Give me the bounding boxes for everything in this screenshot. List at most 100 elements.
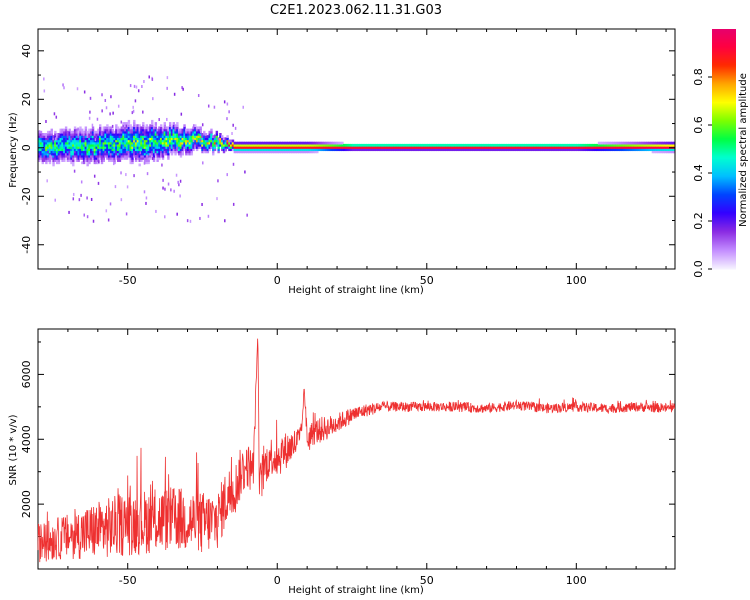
- spectrogram-cell: [39, 152, 43, 156]
- spectrogram-cell: [443, 146, 446, 149]
- colorbar-segment: [712, 253, 736, 256]
- colorbar-segment: [712, 157, 736, 160]
- spectrogram-cell: [72, 163, 75, 167]
- spectrogram-cell: [133, 133, 136, 136]
- spectrogram-cell: [222, 148, 226, 152]
- spectrogram-cell: [312, 143, 315, 147]
- spectrogram-cell: [102, 148, 105, 152]
- spectrogram-cell: [188, 141, 192, 145]
- spectrogram-cell: [228, 141, 231, 145]
- spectrogram-cell: [204, 133, 208, 136]
- spectrogram-cell: [57, 161, 61, 165]
- spectrogram-cell: [140, 126, 143, 130]
- colorbar-segment: [712, 57, 736, 60]
- spectrogram-cell: [249, 148, 253, 152]
- spectrogram-cell: [143, 135, 147, 138]
- snr-x-axis-label: Height of straight line (km): [288, 585, 424, 596]
- spectrogram-cell: [127, 133, 131, 136]
- spectrogram-cell: [666, 148, 669, 152]
- spectrogram-cell: [129, 157, 132, 160]
- spectrogram-cell: [86, 157, 89, 160]
- spectrogram-cell: [55, 135, 59, 138]
- spectrogram-cell: [217, 179, 219, 183]
- spectrogram-cell: [186, 146, 190, 149]
- spectrogram-cell: [125, 124, 129, 128]
- spectrogram-cell: [43, 135, 46, 138]
- spectrogram-cell: [122, 139, 125, 143]
- spectrogram-cell: [522, 148, 525, 152]
- spectrogram-cell: [99, 135, 102, 138]
- spectrogram-cell: [253, 148, 256, 152]
- spectrogram-cell: [316, 150, 319, 154]
- spectrogram-cell: [669, 141, 673, 145]
- spectrogram-cell: [50, 141, 53, 145]
- spectrogram-cell: [143, 152, 147, 156]
- spectrogram-cell: [90, 137, 93, 141]
- spectrogram-cell: [104, 130, 107, 134]
- spectrogram-cell: [143, 128, 147, 132]
- spectrogram-cell: [225, 148, 227, 152]
- spectrogram-cell: [111, 130, 114, 134]
- spectrogram-cell: [199, 216, 201, 220]
- spectrogram-cell: [43, 133, 46, 136]
- spectrogram-cell: [59, 143, 62, 147]
- spectrogram-cell: [95, 133, 98, 136]
- spectrogram-cell: [328, 148, 332, 152]
- spectrogram-cell: [77, 150, 80, 154]
- spectrogram-cell: [481, 146, 484, 149]
- spectrogram-cell: [147, 135, 150, 138]
- spectrogram-cell: [136, 146, 140, 149]
- spectrogram-cell: [619, 143, 622, 147]
- spectrogram-cell: [208, 146, 211, 149]
- spectrogram-cell: [79, 135, 82, 138]
- spectrogram-cell: [402, 146, 405, 149]
- spectrogram-cell: [84, 141, 88, 145]
- spectrogram-cell: [644, 148, 647, 152]
- spectrogram-cell: [99, 152, 102, 156]
- spectrogram-cell: [73, 154, 77, 158]
- spectrogram-cell: [88, 133, 91, 136]
- spectrogram-cell: [640, 143, 644, 147]
- spectrogram-cell: [112, 162, 115, 166]
- colorbar-segment: [712, 267, 736, 270]
- spectrogram-cell: [158, 135, 161, 138]
- spectrogram-cell: [411, 148, 414, 152]
- spectrogram-cell: [158, 154, 161, 158]
- spectrogram-cell: [479, 143, 482, 147]
- spectrogram-cell: [296, 141, 299, 145]
- spectrogram-cell: [197, 94, 200, 98]
- spectrogram-cell: [158, 126, 161, 130]
- spectrogram-cell: [477, 146, 481, 149]
- spectrogram-cell: [197, 130, 201, 134]
- spectrogram-cell: [41, 161, 44, 165]
- spectrogram-cell: [131, 154, 134, 158]
- spectrogram-cell: [174, 139, 177, 143]
- spectrogram-cell: [610, 141, 613, 145]
- spectrogram-cell: [95, 148, 98, 152]
- spectrogram-cell: [86, 215, 89, 219]
- colorbar-segment: [712, 63, 736, 66]
- spectrogram-cell: [41, 154, 44, 158]
- spectrogram-cell: [59, 137, 62, 141]
- spectrogram-cell: [155, 209, 157, 213]
- spectrogram-cell: [149, 143, 152, 147]
- spectrogram-cell: [163, 139, 166, 143]
- spectrogram-cell: [127, 137, 131, 141]
- colorbar-segment: [712, 113, 736, 116]
- spectrogram-cell: [662, 143, 665, 147]
- spectrogram-cell: [615, 148, 619, 152]
- spectrogram-cell: [125, 146, 129, 149]
- spectrogram-cell: [43, 141, 46, 145]
- colorbar-segment: [712, 205, 736, 208]
- spectrogram-cell: [77, 137, 80, 141]
- colorbar-segment: [712, 53, 736, 56]
- spectrogram-cell: [337, 148, 341, 152]
- spectrogram-cell: [127, 146, 131, 149]
- spectrogram-cell: [75, 143, 79, 147]
- spectrogram-cell: [583, 148, 586, 152]
- spectrogram-cell: [513, 143, 516, 147]
- spectrogram-cell: [84, 126, 88, 130]
- spectrogram-cell: [143, 146, 147, 149]
- spectrogram-cell: [635, 141, 638, 145]
- spectrogram-cell: [52, 159, 55, 162]
